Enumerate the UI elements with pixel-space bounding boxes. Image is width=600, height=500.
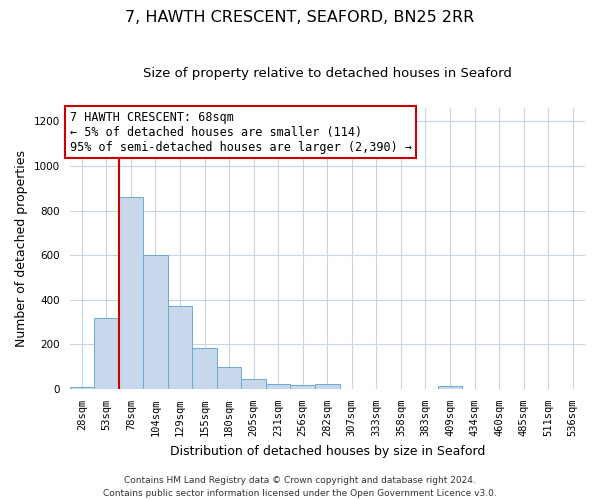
Bar [438, 386, 462, 389]
Bar [192, 348, 217, 389]
Bar [315, 384, 340, 389]
Bar [119, 197, 143, 389]
X-axis label: Distribution of detached houses by size in Seaford: Distribution of detached houses by size … [170, 444, 485, 458]
Bar [217, 366, 241, 389]
Bar [290, 385, 315, 389]
Text: 7, HAWTH CRESCENT, SEAFORD, BN25 2RR: 7, HAWTH CRESCENT, SEAFORD, BN25 2RR [125, 10, 475, 25]
Bar [94, 318, 119, 389]
Text: 7 HAWTH CRESCENT: 68sqm
← 5% of detached houses are smaller (114)
95% of semi-de: 7 HAWTH CRESCENT: 68sqm ← 5% of detached… [70, 110, 412, 154]
Y-axis label: Number of detached properties: Number of detached properties [15, 150, 28, 347]
Title: Size of property relative to detached houses in Seaford: Size of property relative to detached ho… [143, 68, 512, 80]
Bar [241, 379, 266, 389]
Text: Contains HM Land Registry data © Crown copyright and database right 2024.
Contai: Contains HM Land Registry data © Crown c… [103, 476, 497, 498]
Bar [266, 384, 290, 389]
Bar [70, 386, 94, 389]
Bar [168, 306, 192, 389]
Bar [143, 255, 168, 389]
